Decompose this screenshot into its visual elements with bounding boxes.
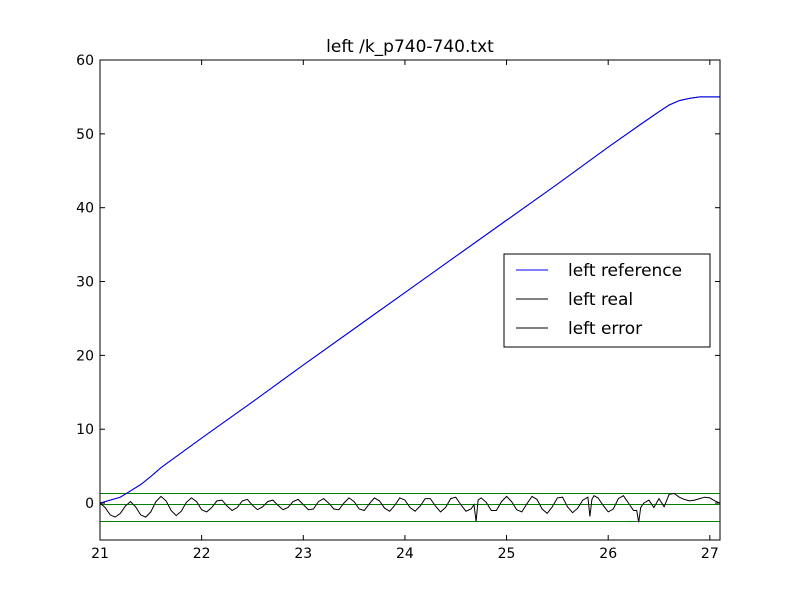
x-tick-label: 21 [91,546,109,562]
y-tick-label: 30 [76,275,94,291]
y-tick-label: 60 [76,53,94,69]
series-line-left-error [99,492,721,523]
y-tick-label: 40 [76,201,94,217]
x-tick-label: 23 [294,546,312,562]
y-tick-label: 0 [85,496,94,512]
x-tick-label: 26 [599,546,617,562]
legend-label: left real [568,290,633,310]
x-tick-label: 22 [193,546,211,562]
legend-label: left reference [568,261,682,281]
y-tick-label: 50 [76,127,94,143]
series-line-left-reference [99,96,720,504]
plot-frame [99,59,721,541]
x-tick-label: 24 [396,546,414,562]
x-tick-label: 25 [498,546,516,562]
series-layer [99,96,721,523]
threshold-lines [100,492,720,523]
y-tick-label: 20 [76,348,94,364]
y-tick-label: 10 [76,422,94,438]
legend-label: left error [568,319,642,339]
x-tick-label: 27 [701,546,719,562]
legend: left reference left real left error [503,253,711,348]
chart-title: left /k_p740-740.txt [326,37,494,57]
